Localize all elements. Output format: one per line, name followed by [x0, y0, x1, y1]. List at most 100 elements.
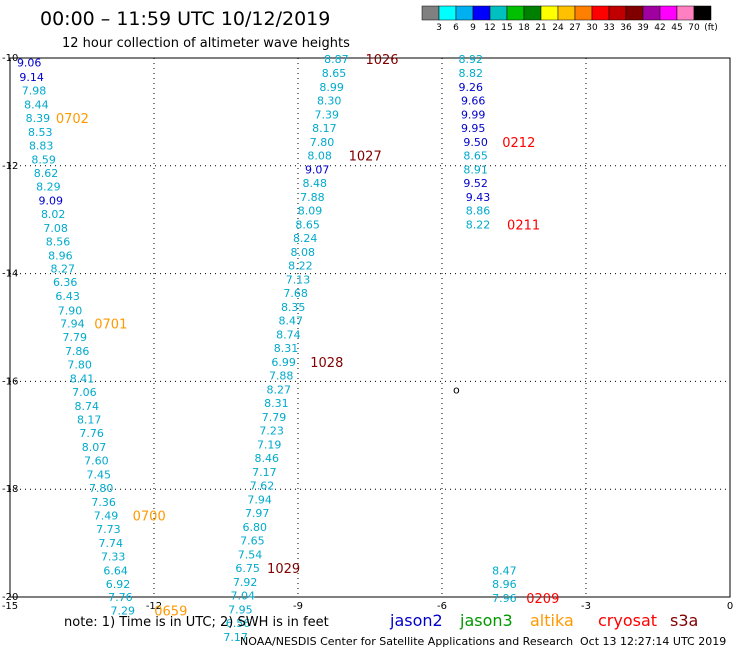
scale-label: 6: [453, 23, 459, 33]
scale-label: 30: [586, 23, 598, 33]
wave-height-label: 8.22: [288, 260, 313, 273]
scale-swatch: [676, 5, 695, 21]
pass-time-label: 0702: [56, 112, 89, 127]
pass-time-label: 1028: [310, 356, 343, 371]
wave-height-label: 7.90: [58, 304, 83, 317]
footer-note: note: 1) Time is in UTC; 2) SWH is in fe…: [64, 615, 329, 630]
legend-altika: altika: [530, 611, 574, 630]
scale-swatch: [557, 5, 576, 21]
scale-swatch: [489, 5, 508, 21]
wave-height-label: 7.06: [72, 386, 97, 399]
pass-time-label: 1027: [349, 150, 382, 165]
wave-height-label: 8.56: [46, 235, 71, 248]
wave-height-label: 8.86: [466, 205, 491, 218]
wave-height-label: 7.19: [257, 438, 282, 451]
scale-label: 36: [620, 23, 632, 33]
wave-height-label: 9.66: [461, 95, 486, 108]
wave-height-label: 9.99: [461, 109, 486, 122]
wave-height-label: 7.68: [283, 287, 308, 300]
pass-time-label: 0701: [94, 318, 127, 333]
wave-height-label: 6.43: [55, 290, 80, 303]
land-marker: o: [453, 383, 460, 396]
wave-height-label: 8.87: [324, 53, 349, 66]
wave-height-label: 7.98: [22, 84, 47, 97]
wave-height-label: 7.04: [231, 589, 256, 602]
wave-height-label: 7.33: [101, 551, 126, 564]
y-tick-label: -14: [2, 269, 18, 280]
wave-height-label: 9.07: [305, 164, 330, 177]
wave-height-label: 7.54: [238, 548, 263, 561]
wave-height-label: 8.59: [31, 153, 56, 166]
wave-height-label: 7.62: [250, 479, 275, 492]
scale-label: 21: [535, 23, 546, 33]
wave-height-label: 8.65: [322, 67, 347, 80]
time-labels: 0702 0701 0700 0659 1026 1027 1028 1029 0212 0211…: [56, 53, 559, 619]
chart-subtitle: 12 hour collection of altimeter wave hei…: [62, 36, 350, 51]
wave-height-label: 6.36: [53, 276, 78, 289]
wave-height-label: 6.56: [226, 617, 251, 630]
scale-label: 70: [688, 23, 700, 33]
data-marks: 9.06 9.147.988.448.398.538.838.598.628.29…: [17, 53, 517, 644]
chart-title: 00:00 – 11:59 UTC 10/12/2019: [40, 8, 330, 30]
wave-height-label: 8.08: [307, 150, 332, 163]
wave-height-label: 8.74: [276, 329, 301, 342]
scale-swatch: [693, 5, 712, 21]
scale-swatch: [625, 5, 644, 21]
scale-label: 24: [552, 23, 564, 33]
wave-height-label: 8.47: [279, 314, 304, 327]
wave-height-label: 7.96: [492, 592, 517, 605]
wave-height-label: 8.09: [298, 205, 323, 218]
pass-time-label: 0659: [154, 604, 187, 619]
wave-height-label: 7.45: [87, 469, 112, 482]
wave-height-label: 6.80: [243, 521, 268, 534]
wave-height-label: 8.02: [41, 208, 66, 221]
wave-height-label: 7.60: [84, 455, 109, 468]
wave-height-label: 9.95: [461, 122, 486, 135]
wave-height-label: 8.83: [29, 139, 54, 152]
wave-height-label: 7.79: [262, 411, 287, 424]
wave-height-label: 8.31: [264, 397, 289, 410]
wave-height-label: 7.73: [96, 523, 121, 536]
wave-height-label: 8.65: [295, 219, 320, 232]
wave-height-label: 9.09: [39, 194, 64, 207]
scale-label: 3: [436, 23, 442, 33]
wave-height-label: 7.80: [67, 359, 92, 372]
color-scale: 3 6 9 12 15 18 21 24 27 30 33 36 39 42 45 70 (ft): [421, 5, 718, 33]
pass-time-label: 0209: [526, 592, 559, 607]
y-tick-label: -16: [2, 376, 18, 387]
wave-height-label: 7.13: [286, 274, 311, 287]
wave-height-label: 7.49: [94, 510, 119, 523]
wave-height-label: 8.96: [492, 578, 517, 591]
wave-height-label: 7.97: [245, 507, 270, 520]
wave-height-label: 7.80: [89, 482, 114, 495]
y-tick-label: -20: [2, 592, 18, 603]
wave-height-label: 8.96: [48, 249, 73, 262]
scale-swatch: [472, 5, 491, 21]
scale-swatch: [608, 5, 627, 21]
wave-height-label: 7.17: [252, 466, 277, 479]
wave-height-label: 9.52: [463, 177, 488, 190]
pass-time-label: 1026: [365, 53, 398, 68]
wave-height-label: 6.64: [103, 565, 128, 578]
wave-height-label: 7.17: [223, 631, 248, 644]
x-tick-label: -3: [581, 601, 591, 612]
wave-height-label: 7.79: [63, 331, 88, 344]
wave-height-label: 8.35: [281, 301, 306, 314]
scale-label: 12: [484, 23, 495, 33]
y-tick-label: -10: [2, 53, 18, 64]
wave-height-label: 7.76: [79, 427, 104, 440]
scale-label: 39: [637, 23, 649, 33]
wave-height-label: 7.08: [43, 222, 68, 235]
wave-height-label: 7.39: [315, 109, 340, 122]
wave-height-label: 8.27: [267, 383, 292, 396]
scale-label: 27: [569, 23, 580, 33]
x-tick-label: -12: [146, 601, 162, 612]
wave-height-label: 9.26: [459, 81, 484, 94]
wave-height-label: 9.06: [17, 56, 42, 69]
legend-s3a: s3a: [670, 611, 698, 630]
scale-label: 15: [501, 23, 512, 33]
plot-frame: [9, 57, 731, 598]
wave-height-label: 8.47: [492, 565, 517, 578]
wave-height-label: 7.92: [233, 576, 258, 589]
scale-swatch: [642, 5, 661, 21]
